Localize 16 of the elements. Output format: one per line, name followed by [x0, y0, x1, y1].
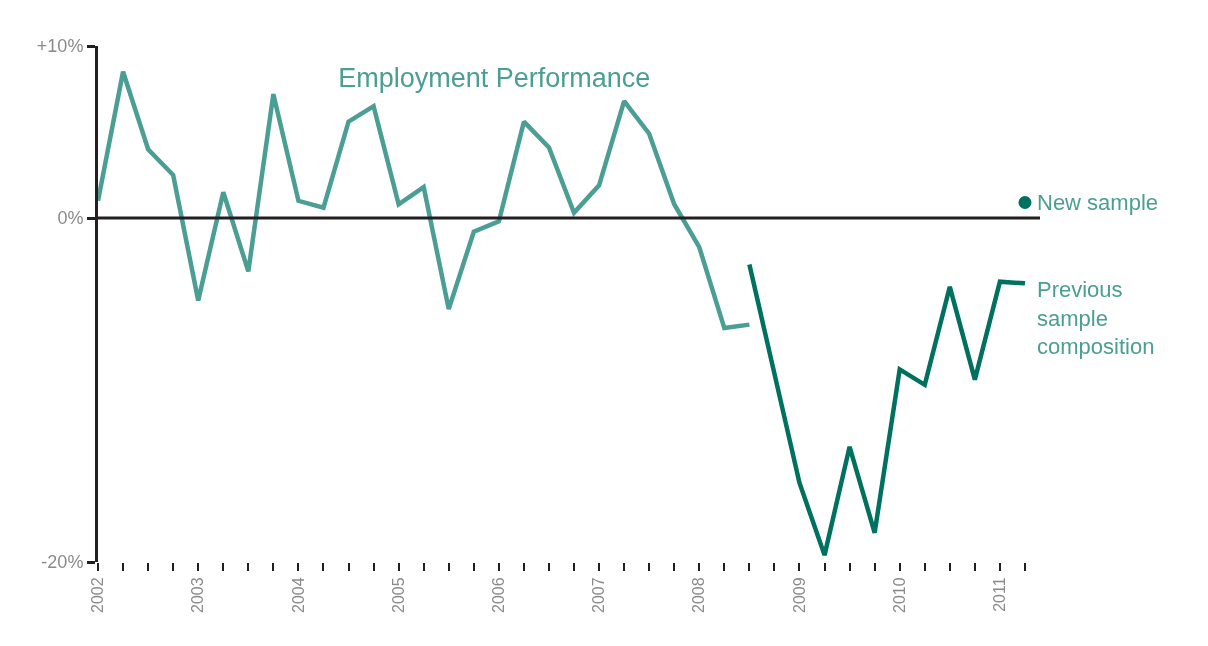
x-tick-label: 2011 [991, 577, 1009, 612]
y-tick-label: +10% [36, 36, 84, 57]
x-tick-label: 2007 [590, 577, 608, 613]
x-tick-label: 2006 [490, 577, 508, 613]
x-tick-label: 2004 [289, 577, 307, 613]
x-tick-label: 2010 [890, 577, 908, 613]
x-tick-label: 2008 [690, 577, 708, 613]
x-tick-label: 2003 [189, 577, 207, 613]
series-label: New sample [1037, 190, 1159, 215]
text: Employment Performance [338, 62, 651, 93]
x-tick-label: 2009 [790, 577, 808, 613]
series-label: Previous sample composition [1037, 277, 1155, 360]
x-tick-label: 2005 [389, 577, 407, 613]
y-tick-label: 0% [57, 208, 84, 229]
x-tick-label: 2002 [89, 577, 107, 613]
y-tick-label: -20% [41, 552, 84, 573]
